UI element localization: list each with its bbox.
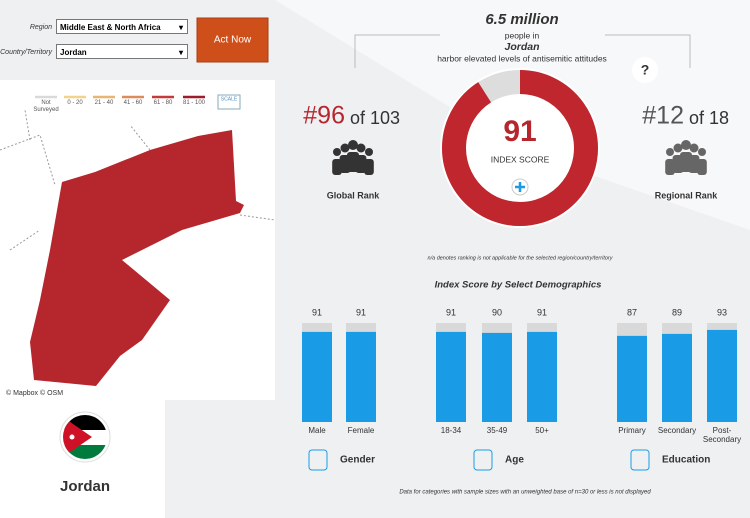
group-label: Gender xyxy=(340,455,375,466)
person-icon xyxy=(665,159,675,175)
value-label: 91 xyxy=(312,307,322,317)
group-icon xyxy=(473,449,493,471)
attribution: © Mapbox xyxy=(6,389,39,397)
bar xyxy=(662,333,692,422)
act-button-label[interactable]: Act Now xyxy=(214,35,252,46)
person-icon xyxy=(365,148,373,156)
legend-label: 81 - 100 xyxy=(182,100,206,106)
index-arc xyxy=(442,70,598,226)
person-icon xyxy=(681,140,691,150)
category-label: 35-49 xyxy=(486,426,508,435)
category-label: Post-Secondary xyxy=(702,426,742,444)
legend-label: Not Surveyed xyxy=(33,100,59,113)
help-button[interactable] xyxy=(632,57,658,83)
note: n/a denotes ranking is not applicable fo… xyxy=(428,255,614,261)
bar xyxy=(346,331,376,422)
category-label: 50+ xyxy=(535,426,549,435)
category-label: Secondary xyxy=(657,426,697,435)
person-icon xyxy=(680,152,692,172)
footer: Data for categories with sample sizes wi… xyxy=(399,490,651,496)
demographics-title: Index Score by Select Demographics xyxy=(435,280,602,291)
person-icon xyxy=(333,148,341,156)
bracket xyxy=(354,34,691,68)
person-icon xyxy=(340,143,350,153)
country-name: Jordan xyxy=(60,478,110,495)
country-label: Country/Territory xyxy=(0,49,52,56)
person-icon xyxy=(666,148,674,156)
person-icon xyxy=(364,159,374,175)
global-rank: #96 xyxy=(303,102,345,130)
person-icon xyxy=(698,148,706,156)
value-label: 91 xyxy=(356,307,366,317)
regional-rank-label: Regional Rank xyxy=(655,190,719,200)
regional-rank: #12 xyxy=(642,102,684,130)
headline-country: Jordan xyxy=(504,41,539,53)
group-label: Education xyxy=(662,455,710,466)
country-shape[interactable] xyxy=(30,130,244,386)
global-rank-label: Global Rank xyxy=(327,190,381,200)
expand-icon[interactable] xyxy=(515,182,525,192)
act-button[interactable] xyxy=(196,17,269,63)
legend-label: 41 - 60 xyxy=(123,100,143,106)
regional-rank-total: of 18 xyxy=(689,108,729,128)
index-label: INDEX SCORE xyxy=(491,154,550,164)
legend-label: 21 - 40 xyxy=(94,100,114,106)
legend-label: 61 - 80 xyxy=(153,100,173,106)
person-icon xyxy=(356,143,366,153)
person-icon xyxy=(673,143,683,153)
group-icon xyxy=(630,449,650,471)
person-icon xyxy=(332,159,342,175)
headline-text: people in xyxy=(505,30,540,40)
category-label: Male xyxy=(308,426,326,435)
value-label: 89 xyxy=(672,307,682,317)
person-icon xyxy=(348,140,358,150)
value-label: 91 xyxy=(537,307,547,317)
category-label: Female xyxy=(347,426,375,435)
region-label: Region xyxy=(30,24,52,31)
value-label: 90 xyxy=(492,307,502,317)
bar xyxy=(617,335,647,422)
person-icon xyxy=(697,159,707,175)
donut-center xyxy=(467,95,573,201)
category-label: 18-34 xyxy=(440,426,462,435)
value-label: 91 xyxy=(446,307,456,317)
group-icon xyxy=(308,449,328,471)
index-score: 91 xyxy=(503,115,536,148)
attribution: © OSM xyxy=(40,389,63,397)
person-icon xyxy=(347,152,359,172)
help-label[interactable]: ? xyxy=(641,62,650,78)
global-rank-total: of 103 xyxy=(350,108,400,128)
value-label: 87 xyxy=(627,307,637,317)
bar xyxy=(527,331,557,422)
value-label: 93 xyxy=(717,307,727,317)
headline-text: harbor elevated levels of antisemitic at… xyxy=(437,53,607,63)
people-icons xyxy=(332,140,707,175)
legend-label: 0 - 20 xyxy=(67,100,83,106)
category-label: Primary xyxy=(618,426,646,435)
group-label: Age xyxy=(505,455,524,466)
scale-label[interactable]: SCALE xyxy=(221,96,238,102)
population: 6.5 million xyxy=(485,11,558,28)
person-icon xyxy=(689,143,699,153)
bar xyxy=(482,332,512,422)
region-select[interactable]: Middle East & North Africa xyxy=(56,19,188,35)
country-select[interactable]: Jordan xyxy=(56,44,188,60)
bar xyxy=(302,331,332,422)
bar xyxy=(436,331,466,422)
scale-badge[interactable] xyxy=(217,94,241,110)
flag xyxy=(59,411,111,463)
bar xyxy=(707,329,737,422)
